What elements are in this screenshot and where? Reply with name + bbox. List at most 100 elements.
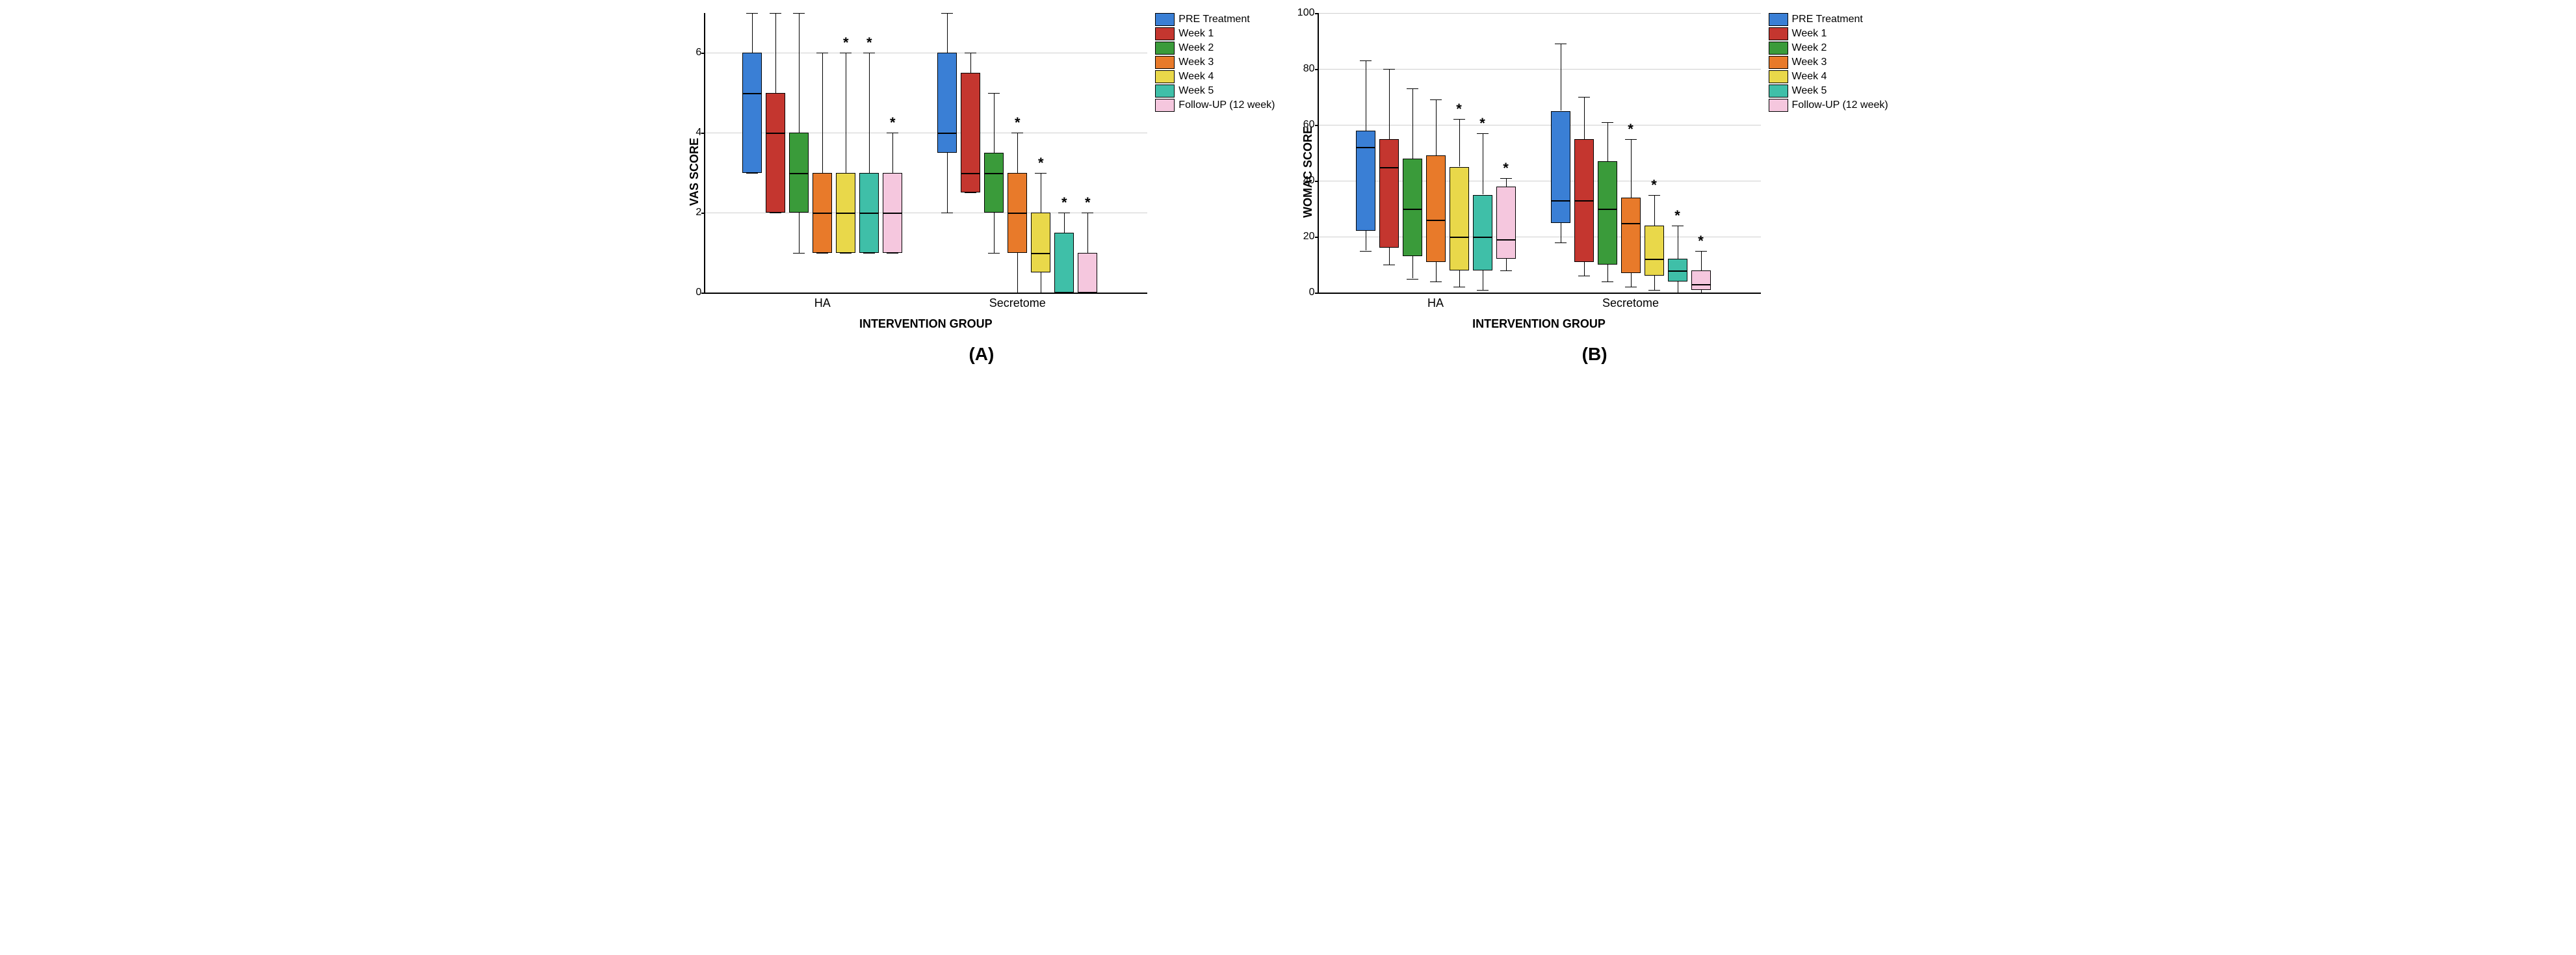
whisker-cap [1578, 97, 1590, 98]
whisker-cap [746, 13, 758, 14]
y-tick [701, 213, 705, 214]
median-line [1645, 259, 1664, 260]
whisker-line [799, 13, 800, 133]
legend-swatch [1155, 42, 1175, 55]
box [961, 73, 980, 192]
box [1426, 155, 1446, 261]
whisker-cap [1555, 242, 1567, 243]
legend-item: Week 3 [1769, 56, 1888, 69]
whisker-cap [1500, 178, 1512, 179]
legend-label: Week 4 [1792, 71, 1827, 83]
whisker-line [994, 213, 995, 252]
legend-label: Week 2 [1178, 42, 1214, 54]
legend-item: Follow-UP (12 week) [1155, 99, 1275, 112]
whisker-cap [1407, 88, 1418, 89]
panel-letter: (B) [1582, 344, 1607, 365]
significance-marker: * [1015, 114, 1021, 131]
legend-item: Week 4 [1769, 70, 1888, 83]
whisker-cap [1453, 119, 1465, 120]
median-line [1356, 147, 1375, 148]
legend: PRE TreatmentWeek 1Week 2Week 3Week 4Wee… [1769, 13, 1888, 112]
whisker-line [1631, 139, 1632, 198]
legend-label: Week 3 [1792, 57, 1827, 68]
legend-swatch [1769, 70, 1788, 83]
median-line [961, 173, 980, 174]
whisker-cap [1477, 133, 1489, 134]
y-tick [1315, 237, 1319, 238]
box [1691, 270, 1711, 290]
whisker-cap [816, 253, 828, 254]
legend-item: Week 2 [1769, 42, 1888, 55]
median-line [813, 213, 832, 214]
legend-swatch [1769, 42, 1788, 55]
panel-letter: (A) [969, 344, 994, 365]
whisker-line [1436, 99, 1437, 155]
x-cat-label: HA [814, 293, 831, 310]
legend-swatch [1155, 56, 1175, 69]
whisker-cap [1648, 195, 1660, 196]
x-cat-label: HA [1427, 293, 1444, 310]
whisker-line [970, 53, 971, 73]
chart-col: 0246HASecretome*******INTERVENTION GROUP [704, 13, 1147, 331]
legend-swatch [1769, 56, 1788, 69]
legend-item: Week 4 [1155, 70, 1275, 83]
median-line [1574, 200, 1594, 202]
median-line [1551, 200, 1570, 202]
median-line [1008, 213, 1027, 214]
median-line [1078, 293, 1097, 294]
legend-swatch [1769, 27, 1788, 40]
whisker-line [1607, 122, 1608, 161]
legend-item: Week 5 [1769, 85, 1888, 98]
legend-item: Week 3 [1155, 56, 1275, 69]
whisker-cap [840, 253, 852, 254]
legend-swatch [1769, 85, 1788, 98]
whisker-line [1017, 133, 1018, 172]
whisker-line [869, 53, 870, 172]
y-axis-label: WOMAC SCORE [1301, 126, 1315, 218]
whisker-cap [988, 253, 1000, 254]
plot-area: 020406080100HASecretome******* [1318, 13, 1761, 294]
whisker-cap [1602, 281, 1613, 282]
panel-A: VAS SCORE0246HASecretome*******INTERVENT… [688, 13, 1275, 365]
whisker-line [1412, 88, 1413, 159]
box [1054, 233, 1074, 293]
whisker-cap [1477, 290, 1489, 291]
y-tick [701, 53, 705, 54]
whisker-line [822, 53, 823, 172]
median-line [1668, 270, 1687, 272]
whisker-line [1506, 178, 1507, 187]
median-line [1031, 253, 1050, 254]
significance-marker: * [843, 34, 849, 51]
legend-label: Week 2 [1792, 42, 1827, 54]
x-axis-label: INTERVENTION GROUP [1318, 317, 1761, 331]
significance-marker: * [1085, 194, 1091, 211]
legend-item: Week 5 [1155, 85, 1275, 98]
grid-line [1319, 13, 1761, 14]
whisker-cap [1430, 281, 1442, 282]
y-axis-label: VAS SCORE [688, 138, 701, 206]
legend-label: Follow-UP (12 week) [1792, 99, 1888, 111]
median-line [1450, 237, 1469, 238]
significance-marker: * [1628, 121, 1633, 138]
box [984, 153, 1004, 213]
y-tick [701, 133, 705, 134]
box [1551, 111, 1570, 223]
whisker-line [1412, 256, 1413, 278]
median-line [859, 213, 879, 214]
legend-item: Follow-UP (12 week) [1769, 99, 1888, 112]
y-tick [1315, 125, 1319, 126]
whisker-cap [793, 253, 805, 254]
significance-marker: * [1038, 155, 1044, 172]
box [1031, 213, 1050, 272]
whisker-line [1701, 251, 1702, 270]
whisker-line [1584, 262, 1585, 276]
whisker-cap [1407, 279, 1418, 280]
whisker-line [1654, 195, 1655, 226]
whisker-cap [1625, 139, 1637, 140]
legend-swatch [1155, 13, 1175, 26]
chart-wrap: WOMAC SCORE020406080100HASecretome******… [1301, 13, 1888, 331]
box [1645, 226, 1664, 276]
whisker-line [947, 153, 948, 213]
median-line [984, 173, 1004, 174]
plot-area: 0246HASecretome******* [704, 13, 1147, 294]
